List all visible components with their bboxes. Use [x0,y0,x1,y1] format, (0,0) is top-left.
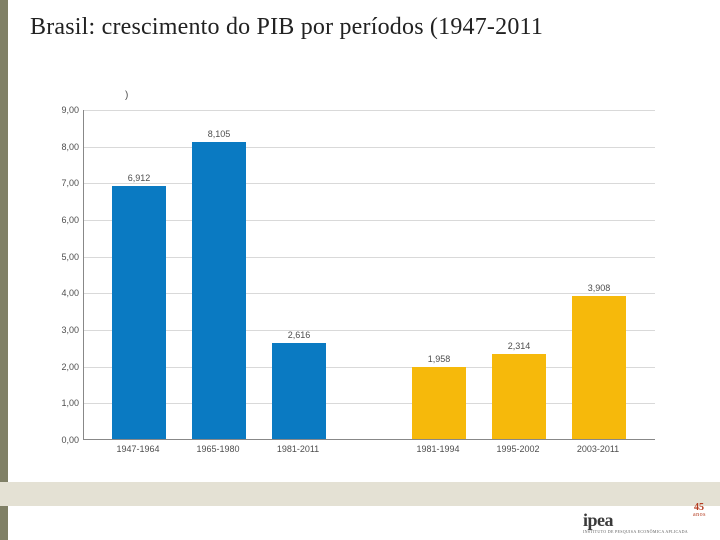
ipea-logo: ipea 45 anos INSTITUTO DE PESQUISA ECONÔ… [583,510,688,534]
gridline [84,183,655,184]
x-tick-label: 1965-1980 [196,444,239,454]
gridline [84,257,655,258]
y-tick-label: 1,00 [49,398,79,408]
gridline [84,293,655,294]
y-tick-label: 6,00 [49,215,79,225]
bar-value-label: 2,616 [269,330,329,340]
bar-value-label: 3,908 [569,283,629,293]
bar-value-label: 8,105 [189,129,249,139]
y-tick-label: 3,00 [49,325,79,335]
gridline [84,403,655,404]
gridline [84,110,655,111]
y-tick-label: 0,00 [49,435,79,445]
bar-value-label: 6,912 [109,173,169,183]
bar [412,367,466,439]
x-tick-label: 1981-2011 [277,444,319,454]
x-tick-label: 1947-1964 [116,444,159,454]
x-tick-label: 1981-1994 [416,444,459,454]
y-tick-label: 7,00 [49,178,79,188]
stray-paren: ) [125,90,128,101]
gridline [84,147,655,148]
bar [572,296,626,439]
logo-text: ipea [583,510,613,530]
x-tick-label: 2003-2011 [577,444,619,454]
y-tick-label: 8,00 [49,142,79,152]
bar [492,354,546,439]
gridline [84,220,655,221]
gridline [84,330,655,331]
y-tick-label: 4,00 [49,288,79,298]
y-tick-label: 5,00 [49,252,79,262]
bar [112,186,166,439]
y-tick-label: 9,00 [49,105,79,115]
bar [272,343,326,439]
logo-sub: INSTITUTO DE PESQUISA ECONÔMICA APLICADA [583,529,688,534]
gridline [84,367,655,368]
page-title: Brasil: crescimento do PIB por períodos … [30,14,690,41]
y-tick-label: 2,00 [49,362,79,372]
bar [192,142,246,439]
footer-band [0,482,720,506]
bar-value-label: 2,314 [489,341,549,351]
x-tick-label: 1995-2002 [496,444,539,454]
gdp-bar-chart: 6,912 8,105 2,616 1,958 2,314 3,908 0,00 1,00 2… [45,110,655,470]
bar-value-label: 1,958 [409,354,469,364]
plot-area: 6,912 8,105 2,616 1,958 2,314 3,908 [83,110,655,440]
left-accent-strip [0,0,8,540]
logo-anos: anos [693,512,706,518]
